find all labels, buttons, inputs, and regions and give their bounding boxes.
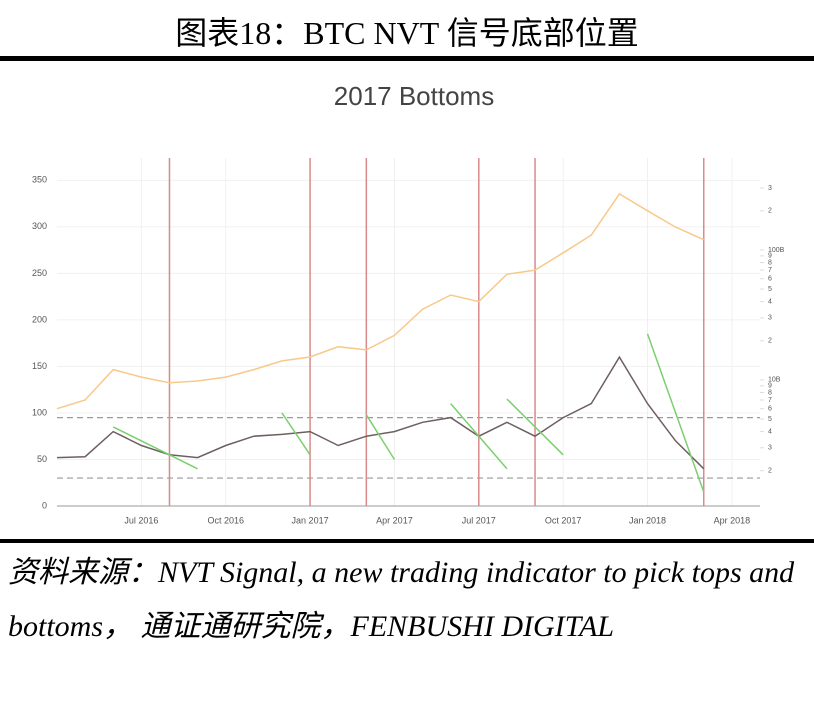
y2-tick-label: 4 — [768, 428, 772, 435]
y2-tick-label: 8 — [768, 389, 772, 396]
chart: 2017 Bottoms 0 50 100 150 200 250 300 350 Jul 20… — [32, 81, 785, 526]
y-tick-label: 200 — [32, 314, 47, 324]
x-tick-label: Jul 2016 — [124, 515, 158, 525]
y-tick-label: 350 — [32, 175, 47, 185]
y2-tick-label: 10B — [768, 377, 781, 384]
trend-line — [281, 412, 311, 456]
rule — [0, 539, 814, 543]
y2-tick-label: 9 — [768, 383, 772, 390]
y-tick-label: 50 — [37, 454, 47, 464]
y2-tick-label: 5 — [768, 286, 772, 293]
y-tick-label: 250 — [32, 268, 47, 278]
y-tick-label: 150 — [32, 361, 47, 371]
source: 资料来源：NVT Signal, a new trading indicator… — [8, 556, 795, 643]
y2-tick-label: 3 — [768, 185, 772, 192]
x-tick-label: Oct 2017 — [545, 515, 582, 525]
x-tick-label: Jan 2017 — [292, 515, 329, 525]
trend-line — [112, 426, 198, 470]
trend-line — [646, 333, 705, 493]
y2-tick-label: 7 — [768, 267, 772, 274]
trend-line — [450, 403, 508, 470]
y2-tick-label: 3 — [768, 315, 772, 322]
trend-line — [365, 414, 396, 460]
y2-tick-label: 8 — [768, 259, 772, 266]
y2-tick-label: 6 — [768, 406, 772, 413]
x-tick-label: Jan 2018 — [629, 515, 666, 525]
y2-tick-label: 100B — [768, 247, 785, 254]
y2-tick-label: 2 — [768, 208, 772, 215]
y2-tick-label: 3 — [768, 445, 772, 452]
chart-title: 2017 Bottoms — [334, 81, 494, 111]
x-tick-label: Jul 2017 — [462, 515, 496, 525]
x-tick-label: Apr 2017 — [376, 515, 413, 525]
y2-tick-label: 4 — [768, 298, 772, 305]
y2-tick-label: 2 — [768, 468, 772, 475]
y-tick-label: 0 — [42, 500, 47, 510]
y2-tick-label: 2 — [768, 338, 772, 345]
caption: 图表18：BTC NVT 信号底部位置 — [175, 15, 639, 51]
x-tick-label: Oct 2016 — [207, 515, 244, 525]
y-tick-label: 100 — [32, 407, 47, 417]
y2-tick-label: 9 — [768, 253, 772, 260]
y2-tick-label: 6 — [768, 276, 772, 283]
series-line — [56, 192, 705, 410]
y2-tick-label: 7 — [768, 397, 772, 404]
rule — [0, 56, 814, 61]
y-tick-label: 300 — [32, 221, 47, 231]
x-tick-label: Apr 2018 — [714, 515, 751, 525]
trend-line — [506, 398, 564, 456]
y2-tick-label: 5 — [768, 416, 772, 423]
